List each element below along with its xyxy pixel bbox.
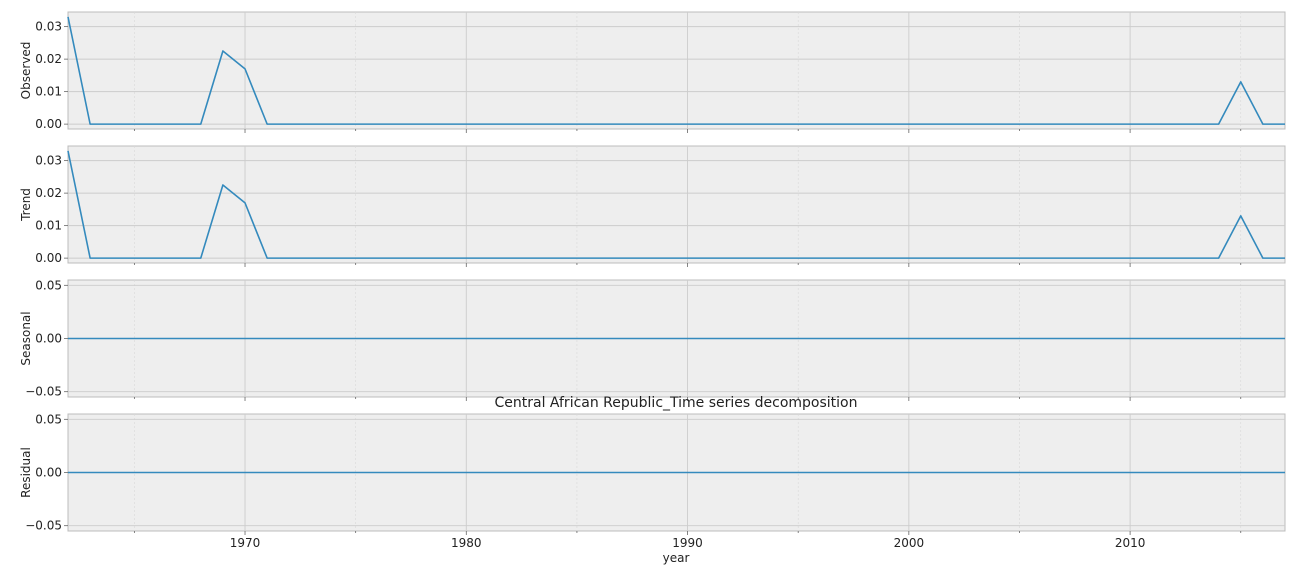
y-axis-label: Seasonal [19,311,33,365]
y-tick-label: 0.00 [35,251,62,265]
y-tick-label: 0.00 [35,332,62,346]
x-tick-label: 1970 [230,536,261,550]
y-tick-label: 0.05 [35,412,62,426]
y-tick-label: 0.05 [35,278,62,292]
x-tick-label: 1980 [451,536,482,550]
y-tick-label: −0.05 [25,519,62,533]
chart-title: Central African Republic_Time series dec… [495,395,858,411]
series-line-observed [67,16,1285,125]
y-axis-label: Observed [19,42,33,100]
x-tick-label: 1990 [672,536,703,550]
panel-trend: 0.00 0.01 0.02 0.03 Trend [19,145,1286,267]
y-tick-label: −0.05 [25,385,62,399]
series-line-trend [67,150,1285,259]
x-axis-label: year [663,551,690,565]
y-tick-label: 0.00 [35,117,62,131]
y-tick-label: 0.02 [35,186,62,200]
x-tick-label: 2000 [894,536,925,550]
y-tick-label: 0.01 [35,85,62,99]
panel-residual: −0.05 0.00 0.05 Residual [19,412,1286,535]
y-tick-label: 0.03 [35,154,62,168]
x-tick-label: 2010 [1115,536,1146,550]
y-tick-label: 0.00 [35,466,62,480]
y-tick-label: 0.03 [35,20,62,34]
panels-group: 0.000.010.020.03Observed0.000.010.020.03… [19,11,1286,550]
y-axis-label: Residual [19,447,33,498]
y-axis-label: Trend [19,188,33,222]
y-tick-label: 0.01 [35,219,62,233]
panel-seasonal: −0.05 0.00 0.05 Seasonal [19,278,1286,401]
plot-background [67,145,1286,264]
plot-background [67,11,1286,130]
y-tick-label: 0.02 [35,52,62,66]
